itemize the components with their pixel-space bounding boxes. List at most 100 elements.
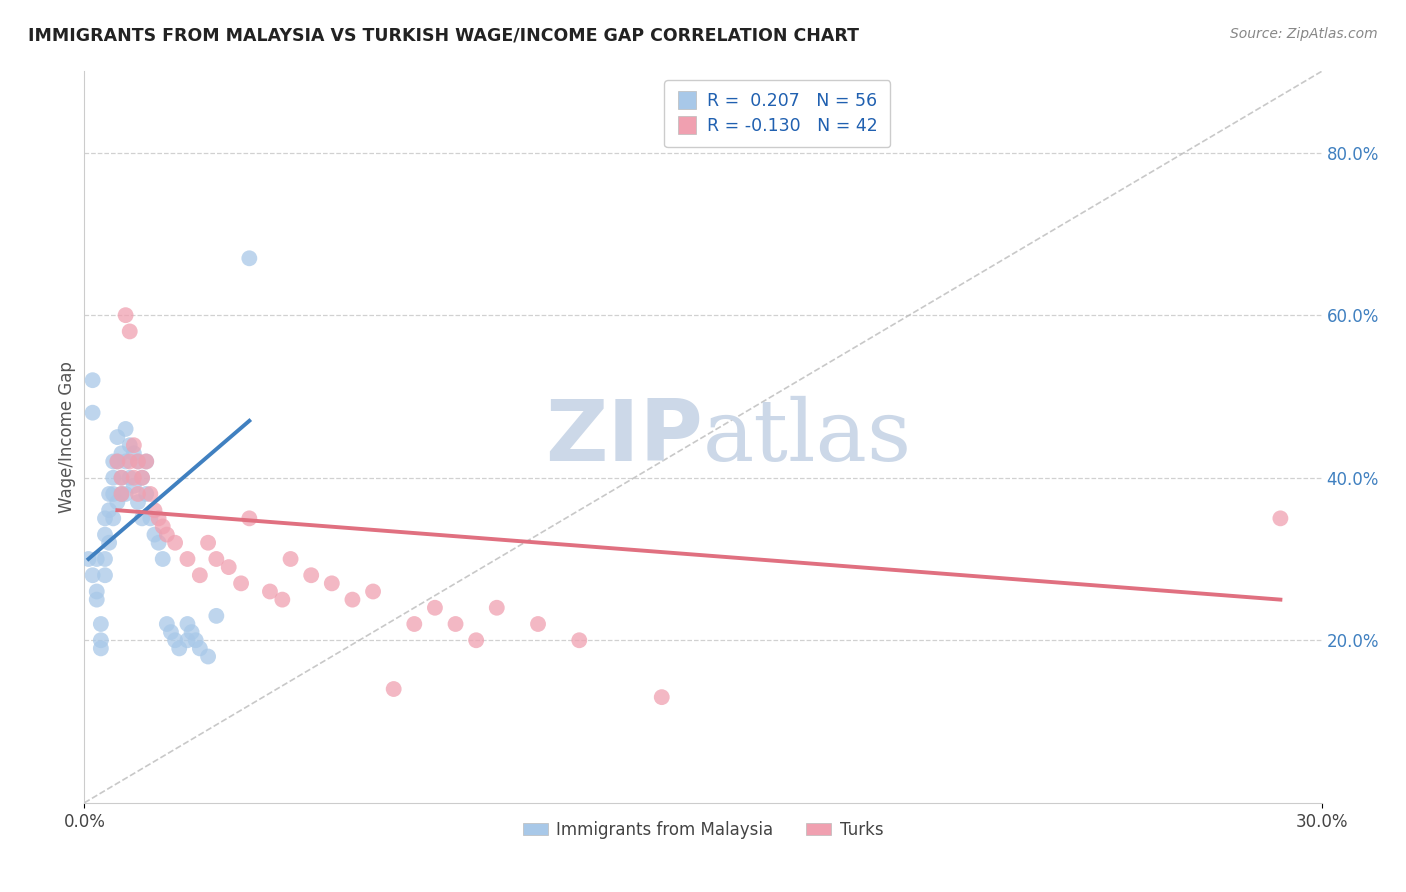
Point <box>382 681 405 696</box>
Point <box>271 592 294 607</box>
Point <box>321 576 343 591</box>
Point <box>361 584 384 599</box>
Point <box>86 584 108 599</box>
Point <box>122 438 145 452</box>
Point <box>127 487 149 501</box>
Point <box>103 511 125 525</box>
Point <box>160 625 183 640</box>
Point <box>135 454 157 468</box>
Point <box>229 576 252 591</box>
Point <box>184 633 207 648</box>
Point <box>103 487 125 501</box>
Point <box>143 503 166 517</box>
Point <box>82 568 104 582</box>
Point <box>139 487 162 501</box>
Point <box>176 552 198 566</box>
Point <box>94 511 117 525</box>
Point <box>98 503 121 517</box>
Point <box>131 471 153 485</box>
Point <box>105 454 128 468</box>
Point <box>205 608 228 623</box>
Point <box>103 471 125 485</box>
Text: atlas: atlas <box>703 395 912 479</box>
Point <box>465 633 488 648</box>
Point <box>90 617 112 632</box>
Point <box>98 535 121 549</box>
Point <box>122 479 145 493</box>
Point <box>423 600 446 615</box>
Point <box>105 430 128 444</box>
Point <box>82 373 104 387</box>
Point <box>218 560 240 574</box>
Y-axis label: Wage/Income Gap: Wage/Income Gap <box>58 361 76 513</box>
Point <box>1270 511 1292 525</box>
Point <box>131 511 153 525</box>
Point <box>299 568 322 582</box>
Point <box>148 511 170 525</box>
Point <box>238 511 260 525</box>
Point <box>139 511 162 525</box>
Point <box>90 633 112 648</box>
Point <box>188 568 211 582</box>
Point <box>110 471 132 485</box>
Point <box>105 495 128 509</box>
Point <box>342 592 364 607</box>
Point <box>77 552 100 566</box>
Point <box>197 649 219 664</box>
Point <box>114 454 136 468</box>
Point <box>110 487 132 501</box>
Text: ZIP: ZIP <box>546 395 703 479</box>
Point <box>110 487 132 501</box>
Point <box>176 617 198 632</box>
Point <box>205 552 228 566</box>
Text: IMMIGRANTS FROM MALAYSIA VS TURKISH WAGE/INCOME GAP CORRELATION CHART: IMMIGRANTS FROM MALAYSIA VS TURKISH WAGE… <box>28 27 859 45</box>
Point <box>404 617 426 632</box>
Point <box>568 633 591 648</box>
Point <box>118 438 141 452</box>
Point <box>259 584 281 599</box>
Point <box>135 487 157 501</box>
Point <box>103 454 125 468</box>
Text: Source: ZipAtlas.com: Source: ZipAtlas.com <box>1230 27 1378 41</box>
Point <box>90 641 112 656</box>
Point <box>118 454 141 468</box>
Point <box>135 454 157 468</box>
Point <box>148 535 170 549</box>
Point <box>114 487 136 501</box>
Point <box>485 600 508 615</box>
Point <box>238 252 260 266</box>
Point <box>118 471 141 485</box>
Point <box>152 552 174 566</box>
Point <box>114 422 136 436</box>
Point <box>122 471 145 485</box>
Point <box>82 406 104 420</box>
Point <box>94 568 117 582</box>
Point <box>86 592 108 607</box>
Legend: Immigrants from Malaysia, Turks: Immigrants from Malaysia, Turks <box>516 814 890 846</box>
Point <box>651 690 673 705</box>
Point <box>122 446 145 460</box>
Point <box>188 641 211 656</box>
Point <box>176 633 198 648</box>
Point <box>280 552 302 566</box>
Point <box>527 617 550 632</box>
Point <box>444 617 467 632</box>
Point <box>94 552 117 566</box>
Point <box>156 617 179 632</box>
Point <box>167 641 190 656</box>
Point <box>127 454 149 468</box>
Point <box>127 454 149 468</box>
Point <box>118 325 141 339</box>
Point <box>143 527 166 541</box>
Point <box>110 446 132 460</box>
Point <box>86 552 108 566</box>
Point <box>180 625 202 640</box>
Point <box>165 535 187 549</box>
Point <box>114 308 136 322</box>
Point <box>152 519 174 533</box>
Point <box>156 527 179 541</box>
Point <box>105 454 128 468</box>
Point <box>94 527 117 541</box>
Point <box>110 471 132 485</box>
Point <box>127 495 149 509</box>
